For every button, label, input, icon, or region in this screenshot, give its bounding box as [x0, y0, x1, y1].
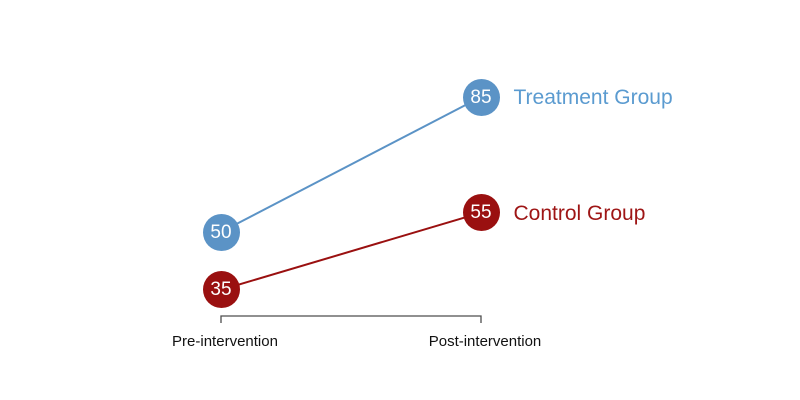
data-point-treatment-group-0: 50 — [202, 213, 240, 251]
series-label-treatment-group: Treatment Group — [513, 86, 673, 109]
data-point-control-group-1: 55 — [462, 194, 500, 232]
axis-label-post: Post-intervention — [428, 333, 542, 350]
slope-line-1 — [220, 211, 482, 291]
series-label-control-group: Control Group — [513, 201, 646, 225]
data-point-treatment-group-1: 85 — [462, 78, 500, 116]
axis-bracket — [220, 315, 482, 323]
data-point-control-group-0: 35 — [202, 271, 240, 309]
slope-line-0 — [220, 96, 482, 233]
axis-label-pre: Pre-intervention — [172, 333, 278, 350]
